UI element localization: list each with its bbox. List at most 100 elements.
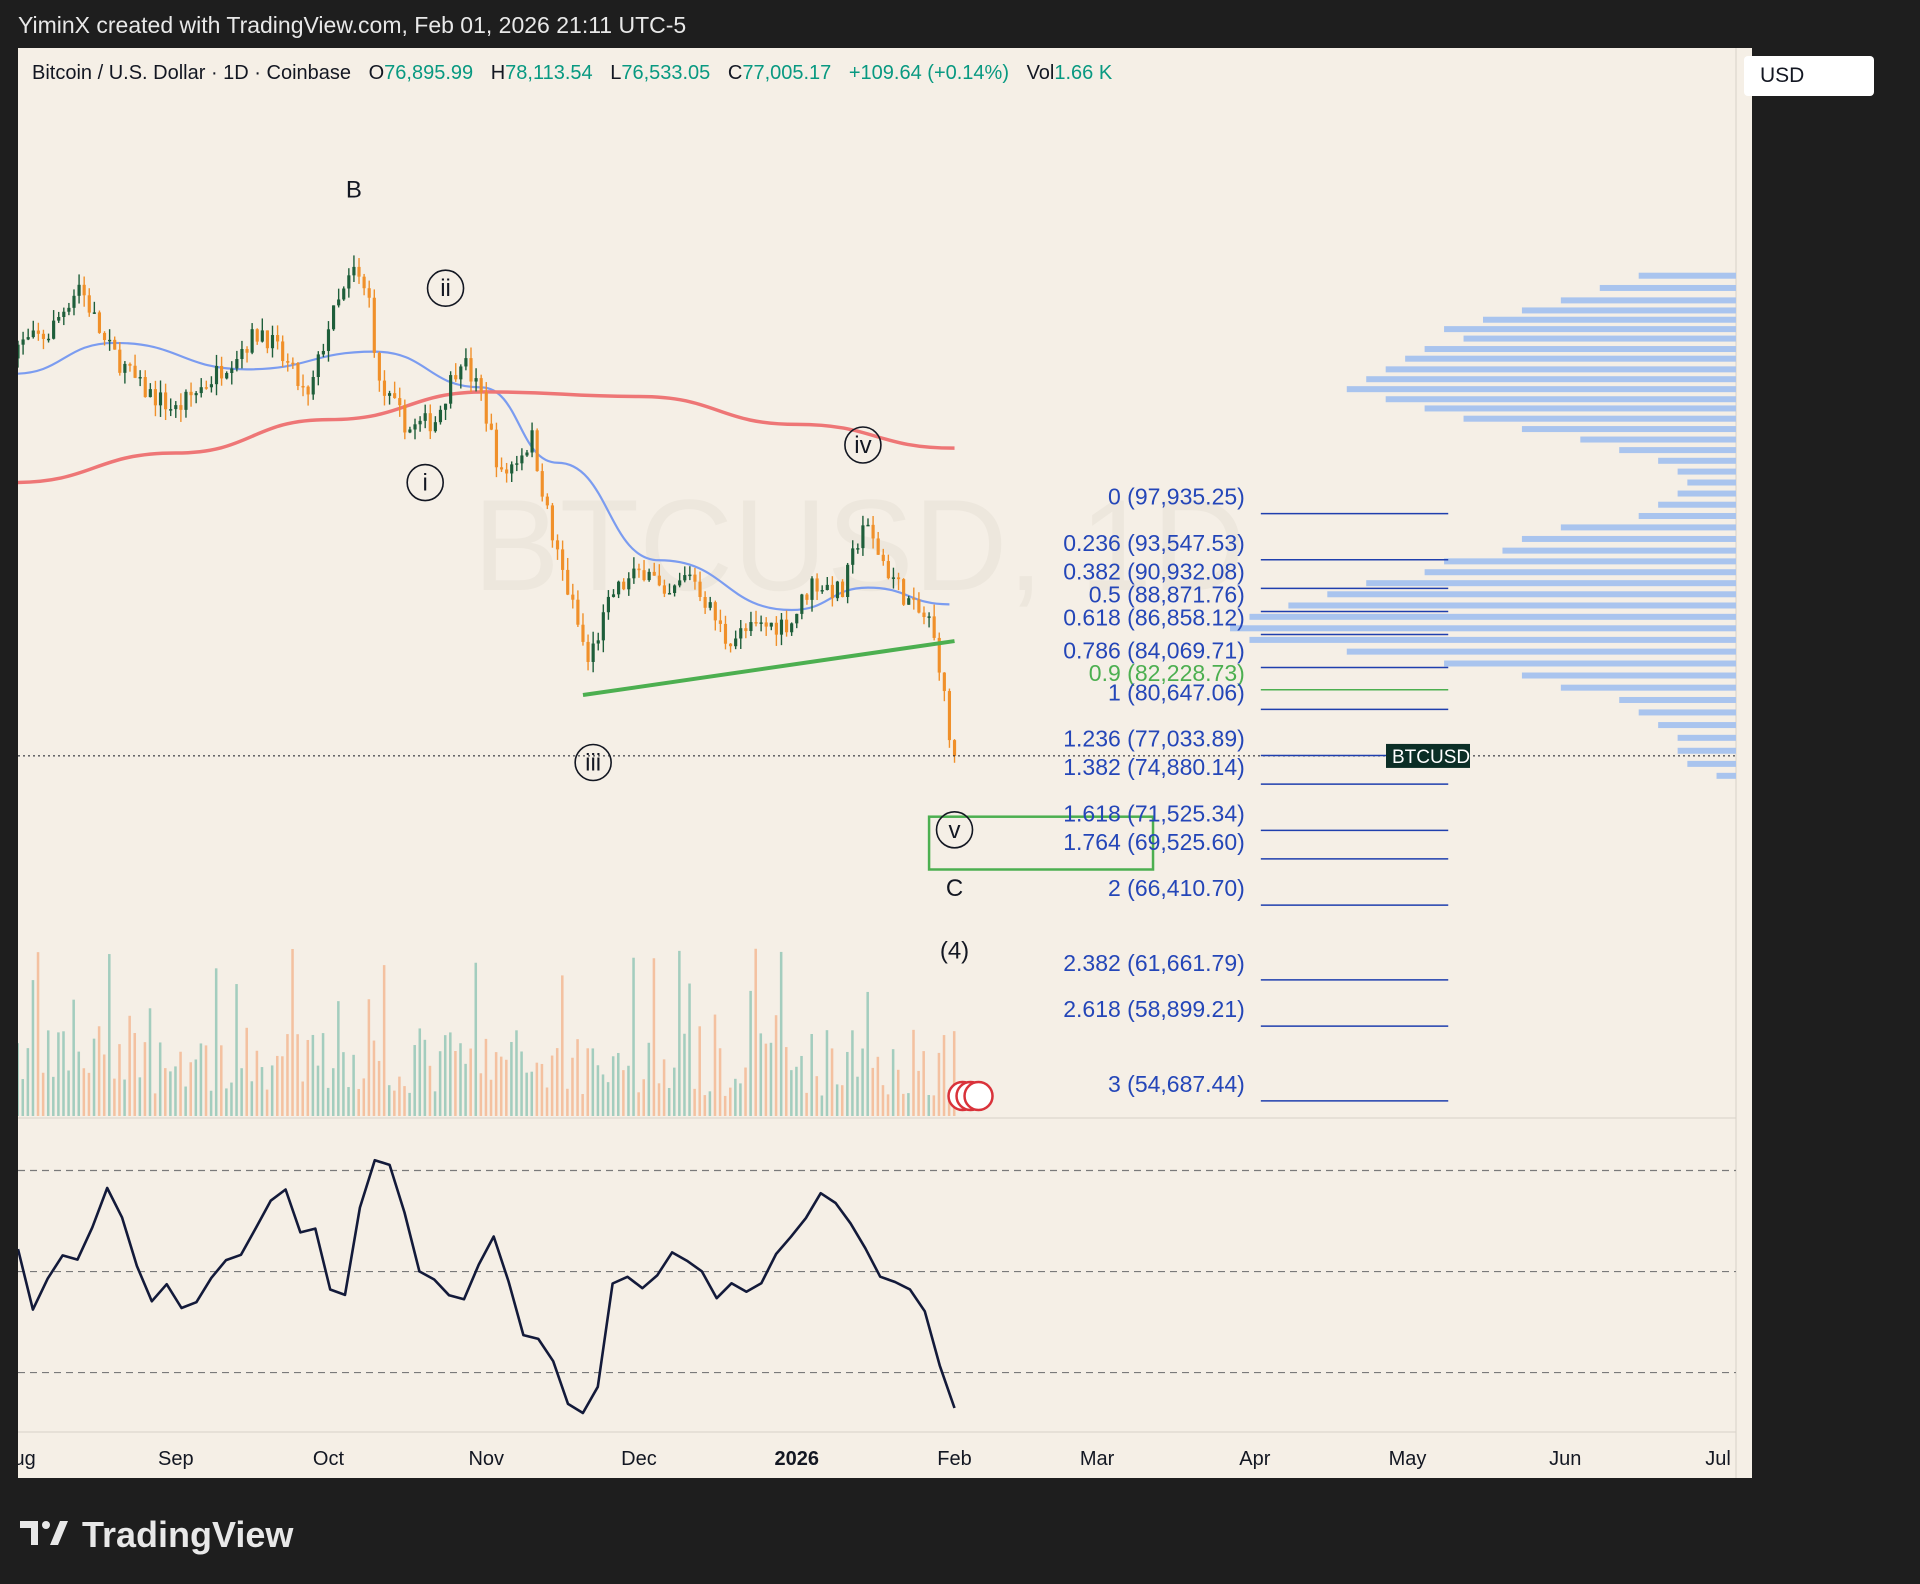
- volume-bar: [133, 1032, 137, 1116]
- wave-label: B: [346, 177, 362, 204]
- volume-bar: [499, 1056, 503, 1116]
- candle-body: [423, 413, 427, 421]
- volume-bar: [790, 1070, 793, 1116]
- chart-canvas[interactable]: BTCUSD, 1D 0 (97,935.25) 0.236 (93,547.53…: [18, 48, 1752, 1478]
- candle-body: [357, 266, 361, 277]
- candle-body: [555, 540, 560, 550]
- legend-symbol[interactable]: Bitcoin / U.S. Dollar · 1D · Coinbase: [32, 62, 352, 84]
- volume-bar: [393, 1090, 396, 1116]
- candle-body: [571, 594, 575, 600]
- volume-profile-bar: [1560, 524, 1736, 531]
- candle-body: [403, 405, 407, 433]
- x-tick-label: Aug: [18, 1448, 36, 1470]
- volume-profile-bar: [1385, 396, 1736, 403]
- candle-body: [805, 594, 809, 600]
- volume-bar: [52, 1076, 55, 1116]
- volume-bar: [876, 1056, 880, 1116]
- candle-body: [484, 392, 488, 424]
- volume-bar: [347, 1087, 350, 1116]
- candle-body: [601, 612, 605, 641]
- volume-profile-bar: [1444, 326, 1736, 333]
- volume-bar: [795, 1066, 798, 1116]
- candle-body: [347, 275, 351, 289]
- x-tick-label: Jul: [1705, 1448, 1731, 1470]
- volume-bar: [311, 1034, 315, 1116]
- candle-body: [871, 524, 875, 539]
- volume-bar: [754, 948, 757, 1116]
- volume-bar: [632, 957, 635, 1116]
- volume-bar: [164, 1068, 167, 1116]
- chart-frame[interactable]: BTCUSD, 1D 0 (97,935.25) 0.236 (93,547.53…: [18, 48, 1752, 1478]
- candle-body: [148, 389, 152, 398]
- volume-bar: [912, 1029, 915, 1116]
- volume-bar: [158, 1042, 162, 1116]
- candle-body: [245, 349, 249, 353]
- x-tick-label: Jun: [1549, 1448, 1581, 1470]
- candle-body: [377, 352, 381, 381]
- volume-bar: [861, 1048, 864, 1116]
- candle-body: [189, 391, 193, 396]
- candle-body: [728, 643, 733, 647]
- volume-profile-bar: [1521, 426, 1736, 433]
- volume-bar: [601, 1074, 605, 1116]
- volume-bar: [937, 1052, 941, 1116]
- volume-bar: [240, 1068, 243, 1116]
- candle-body: [306, 386, 310, 395]
- volume-profile-bar: [1483, 316, 1736, 323]
- candle-body: [576, 599, 580, 625]
- wave-label: C: [946, 875, 963, 902]
- volume-bar: [433, 1091, 437, 1116]
- volume-bar: [835, 1084, 839, 1116]
- volume-bar: [270, 1065, 274, 1116]
- volume-bar: [169, 1071, 172, 1116]
- candle-body: [326, 329, 331, 351]
- volume-bar: [418, 1028, 422, 1116]
- volume-bar: [856, 1076, 859, 1116]
- volume-bar: [474, 962, 478, 1116]
- volume-profile-bar: [1249, 613, 1736, 620]
- volume-bar: [464, 1063, 467, 1116]
- candle-body: [622, 581, 626, 590]
- volume-bar: [815, 1076, 819, 1116]
- fib-level-label: 0.618 (86,858.12): [1063, 605, 1245, 631]
- candle-body: [866, 524, 870, 527]
- candle-body: [220, 365, 224, 379]
- candle-body: [764, 622, 768, 627]
- volume-profile-bar: [1366, 376, 1736, 383]
- volume-bar: [326, 1087, 330, 1116]
- candle-body: [382, 380, 387, 396]
- candle-body: [301, 385, 305, 388]
- candle-body: [433, 422, 437, 432]
- candle-body: [586, 641, 590, 662]
- volume-bar: [479, 1073, 483, 1116]
- candle-body: [418, 420, 422, 425]
- volume-bar: [596, 1065, 600, 1116]
- candle-body: [214, 365, 219, 385]
- volume-bar: [820, 1095, 824, 1116]
- volume-bar: [917, 1070, 920, 1116]
- fib-level-label: 1.382 (74,880.14): [1063, 754, 1245, 780]
- wave-label-circle: [844, 426, 882, 464]
- candle-body: [72, 295, 76, 308]
- candle-body: [932, 616, 936, 638]
- volume-bar: [174, 1066, 177, 1116]
- volume-bar: [220, 1045, 223, 1116]
- candle-body: [642, 570, 646, 581]
- volume-profile-bar: [1444, 558, 1736, 565]
- volume-bar: [840, 1085, 844, 1116]
- candle-body: [270, 335, 275, 349]
- legend-high-label: H: [490, 62, 506, 84]
- candle-body: [505, 469, 509, 474]
- candle-body: [67, 307, 71, 312]
- currency-button[interactable]: USD: [1744, 56, 1874, 96]
- candle-body: [118, 349, 122, 373]
- volume-bars: [18, 948, 956, 1116]
- candle-body: [596, 640, 600, 644]
- volume-bar: [810, 1033, 813, 1116]
- volume-bar: [113, 1078, 116, 1116]
- volume-bar: [62, 1031, 65, 1116]
- volume-bar: [703, 1095, 707, 1116]
- volume-bar: [728, 1087, 732, 1116]
- candle-body: [82, 284, 86, 296]
- x-tick-label: 2026: [774, 1448, 819, 1470]
